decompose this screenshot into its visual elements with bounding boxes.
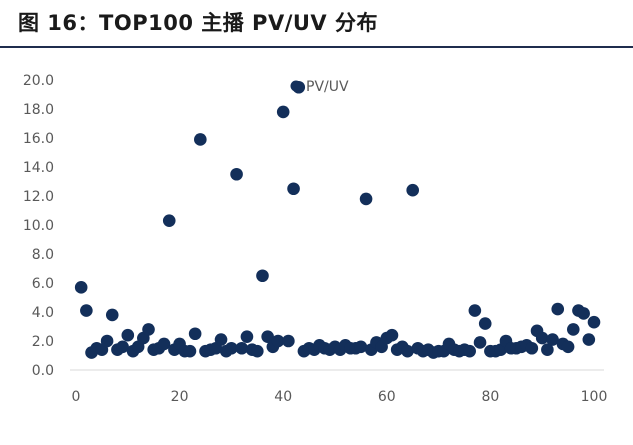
y-axis-ticks: 0.0 2.0 4.0 6.0 8.0 10.0 12.0 14.0 16.0 18.0 20.0 (23, 73, 54, 379)
data-point (121, 328, 135, 342)
data-point (240, 330, 254, 343)
x-tick-label: 80 (481, 389, 499, 405)
y-tick-label: 10.0 (23, 218, 54, 234)
data-point (535, 331, 549, 345)
data-point (401, 344, 414, 358)
x-axis-ticks: 0 20 40 60 80 100 (72, 389, 608, 405)
data-point (162, 214, 176, 227)
data-point (183, 344, 197, 358)
data-point (406, 183, 420, 197)
legend-marker (290, 80, 302, 92)
data-point (105, 308, 119, 322)
x-tick-label: 40 (274, 389, 292, 405)
data-points (74, 80, 601, 359)
y-tick-label: 12.0 (23, 189, 54, 205)
data-point (157, 337, 171, 351)
data-point (194, 133, 207, 146)
data-point (287, 182, 300, 196)
y-tick-label: 4.0 (32, 305, 54, 321)
legend: PV/UV (290, 79, 349, 95)
data-point (385, 328, 399, 342)
data-point (80, 304, 93, 317)
y-tick-label: 16.0 (23, 131, 54, 147)
data-point (271, 334, 285, 348)
y-tick-label: 6.0 (32, 276, 54, 292)
data-point (235, 341, 249, 355)
data-point (582, 333, 596, 346)
data-point (359, 192, 373, 206)
data-point (188, 327, 202, 341)
y-tick-label: 0.0 (32, 363, 54, 379)
data-point (354, 340, 368, 354)
y-tick-label: 18.0 (23, 102, 54, 118)
data-point (225, 341, 238, 355)
data-point (74, 281, 88, 294)
data-point (561, 340, 575, 354)
data-point (546, 333, 559, 346)
y-tick-label: 14.0 (23, 160, 54, 176)
data-point (116, 340, 129, 354)
data-point (100, 334, 114, 348)
data-point (551, 302, 565, 316)
y-tick-label: 2.0 (32, 334, 54, 350)
data-point (463, 344, 476, 358)
data-point (577, 307, 590, 320)
data-point (276, 105, 290, 119)
data-point (525, 341, 539, 355)
data-point (587, 315, 601, 329)
data-point (250, 344, 264, 358)
data-point (468, 304, 482, 317)
y-tick-label: 8.0 (32, 247, 54, 263)
x-tick-label: 60 (378, 389, 396, 405)
title-rule (0, 46, 633, 48)
data-point (478, 317, 492, 330)
figure-title: 图 16：TOP100 主播 PV/UV 分布 (18, 11, 378, 35)
data-point (541, 343, 554, 357)
data-point (142, 323, 155, 336)
x-tick-label: 0 (72, 389, 81, 405)
legend-label: PV/UV (306, 79, 349, 95)
data-point (282, 334, 295, 348)
data-point (256, 269, 269, 283)
data-point (473, 336, 487, 349)
y-tick-label: 20.0 (23, 73, 54, 89)
data-point (214, 333, 228, 346)
x-tick-label: 100 (581, 389, 608, 405)
data-point (261, 330, 274, 343)
data-point (566, 323, 580, 336)
x-tick-label: 20 (171, 389, 189, 405)
data-point (230, 167, 243, 181)
